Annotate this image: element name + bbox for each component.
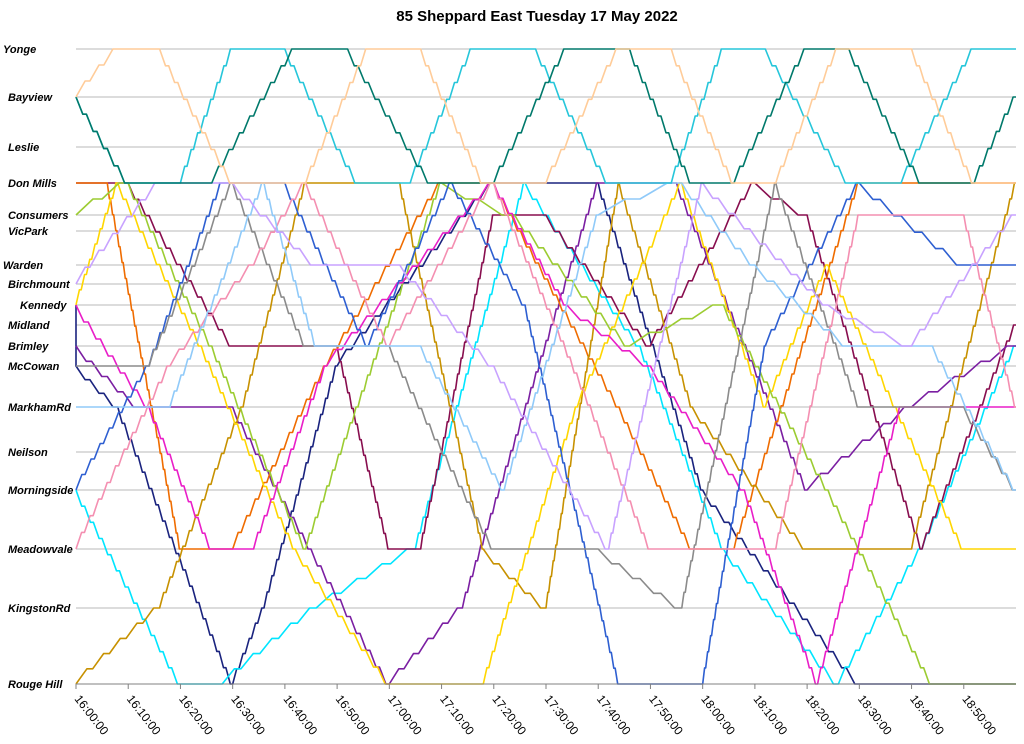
x-tick-label: 17:00:00 (385, 692, 425, 738)
stop-label: Meadowvale (8, 544, 73, 556)
stop-label: Don Mills (8, 178, 57, 190)
stop-label: MarkhamRd (8, 402, 71, 414)
x-tick-label: 16:10:00 (124, 692, 164, 738)
x-tick-label: 18:20:00 (803, 692, 843, 738)
trip-line (75, 182, 1016, 685)
trip-line (75, 182, 1016, 685)
stop-label: Neilson (8, 447, 48, 459)
stop-label: VicPark (8, 226, 49, 238)
x-tick-label: 17:50:00 (646, 692, 686, 738)
trip-line (75, 182, 1016, 685)
x-tick-label: 17:10:00 (437, 692, 477, 738)
stop-label: Leslie (8, 142, 39, 154)
stop-label: Warden (3, 260, 43, 272)
trip-line (76, 182, 1016, 609)
x-tick-label: 18:50:00 (959, 692, 999, 738)
trip-line (75, 48, 1016, 184)
x-tick-label: 16:40:00 (281, 692, 321, 738)
trip-line (75, 182, 1016, 685)
stop-label: McCowan (8, 361, 60, 373)
x-tick-label: 16:50:00 (333, 692, 373, 738)
x-tick-label: 18:00:00 (698, 692, 738, 738)
trip-line (76, 182, 1016, 550)
stop-label: Consumers (8, 210, 69, 222)
x-tick-label: 16:00:00 (72, 692, 112, 738)
x-tick-label: 16:30:00 (228, 692, 268, 738)
trip-line (76, 182, 1016, 491)
trip-line (75, 182, 1016, 685)
trip-line (75, 182, 1016, 550)
trip-line (75, 182, 1016, 550)
chart-title: 85 Sheppard East Tuesday 17 May 2022 (396, 8, 678, 25)
x-tick-label: 17:20:00 (489, 692, 529, 738)
x-tick-label: 18:10:00 (751, 692, 791, 738)
stop-labels: Yonge Bayview Leslie Don Mills Consumers VicP… (3, 44, 73, 691)
x-tick-label: 17:30:00 (542, 692, 582, 738)
x-tick-label: 18:30:00 (855, 692, 895, 738)
stop-label: Midland (8, 320, 50, 332)
trip-line (75, 182, 1016, 685)
stop-label: Morningside (8, 485, 73, 497)
stop-label: Brimley (8, 341, 49, 353)
series-layer (75, 48, 1016, 685)
trip-line (75, 48, 1016, 184)
stop-label: Rouge Hill (8, 679, 63, 691)
time-axis-labels: 16:00:00 16:10:00 16:20:00 16:30:00 16:40:00… (72, 684, 999, 738)
stop-label: KingstonRd (8, 603, 71, 615)
trip-line (75, 48, 1016, 184)
x-tick-label: 16:20:00 (176, 692, 216, 738)
stop-label: Yonge (3, 44, 36, 56)
x-tick-label: 18:40:00 (907, 692, 947, 738)
stop-label: Bayview (8, 92, 53, 104)
x-tick-label: 17:40:00 (594, 692, 634, 738)
stop-label: Birchmount (8, 279, 71, 291)
stop-label: Kennedy (20, 300, 67, 312)
